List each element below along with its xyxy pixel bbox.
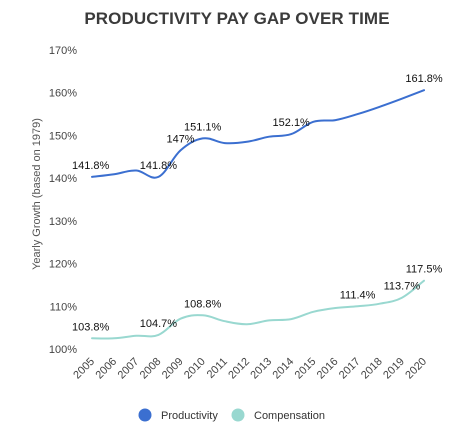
y-tick-label: 140% [49,173,77,185]
data-label: 147% [166,133,194,145]
y-tick-label: 170% [49,45,77,57]
y-tick-label: 160% [49,88,77,100]
x-tick-label: 2011 [205,356,230,381]
data-label: 108.8% [184,298,222,310]
legend: Productivity Compensation [138,408,325,422]
x-tick-label: 2009 [160,356,186,382]
data-label: 103.8% [72,321,110,333]
y-tick-label: 130% [49,216,77,228]
legend-marker-compensation [231,408,245,422]
data-label: 151.1% [184,121,222,133]
data-label: 117.5% [406,264,443,276]
legend-label-compensation: Compensation [254,410,325,422]
data-labels: 141.8% 141.8% 147%151.1% 152.1% 161.8% 103.8%… [72,73,443,333]
series-line-productivity [91,89,425,179]
x-tick-label: 2016 [315,356,341,382]
x-tick-label: 2008 [138,356,164,382]
x-tick-label: 2020 [403,356,429,382]
x-axis: 2005200620072008200920102011201220132014… [71,356,429,382]
data-label: 113.7% [384,281,421,293]
chart-title: PRODUCTIVITY PAY GAP OVER TIME [84,9,390,28]
y-tick-label: 110% [50,301,78,313]
y-axis: 100% 110% 120% 130% 140% 150% 160% 170% [49,45,77,356]
y-tick-label: 120% [49,259,77,271]
y-tick-label: 100% [49,344,77,356]
legend-marker-productivity [138,408,152,422]
legend-label-productivity: Productivity [161,410,218,422]
x-tick-label: 2014 [271,356,297,382]
x-tick-label: 2005 [71,356,97,382]
series-lines [91,89,425,340]
x-tick-label: 2010 [182,356,208,382]
data-label: 161.8% [405,73,443,85]
data-label: 111.4% [340,289,376,301]
x-tick-label: 2013 [248,356,274,382]
x-tick-label: 2015 [293,356,319,382]
data-label: 104.7% [140,318,178,330]
data-label: 141.8% [72,160,110,172]
y-axis-title: Yearly Growth (based on 1979) [31,118,43,270]
x-tick-label: 2017 [337,356,363,382]
series-line-compensation [91,279,425,340]
y-tick-label: 150% [49,130,77,142]
x-tick-label: 2006 [93,356,119,382]
data-label: 141.8% [140,160,178,172]
data-label: 152.1% [273,117,311,129]
x-tick-label: 2018 [359,356,385,382]
x-tick-label: 2012 [226,356,252,382]
x-tick-label: 2019 [381,356,407,382]
x-tick-label: 2007 [116,356,142,382]
